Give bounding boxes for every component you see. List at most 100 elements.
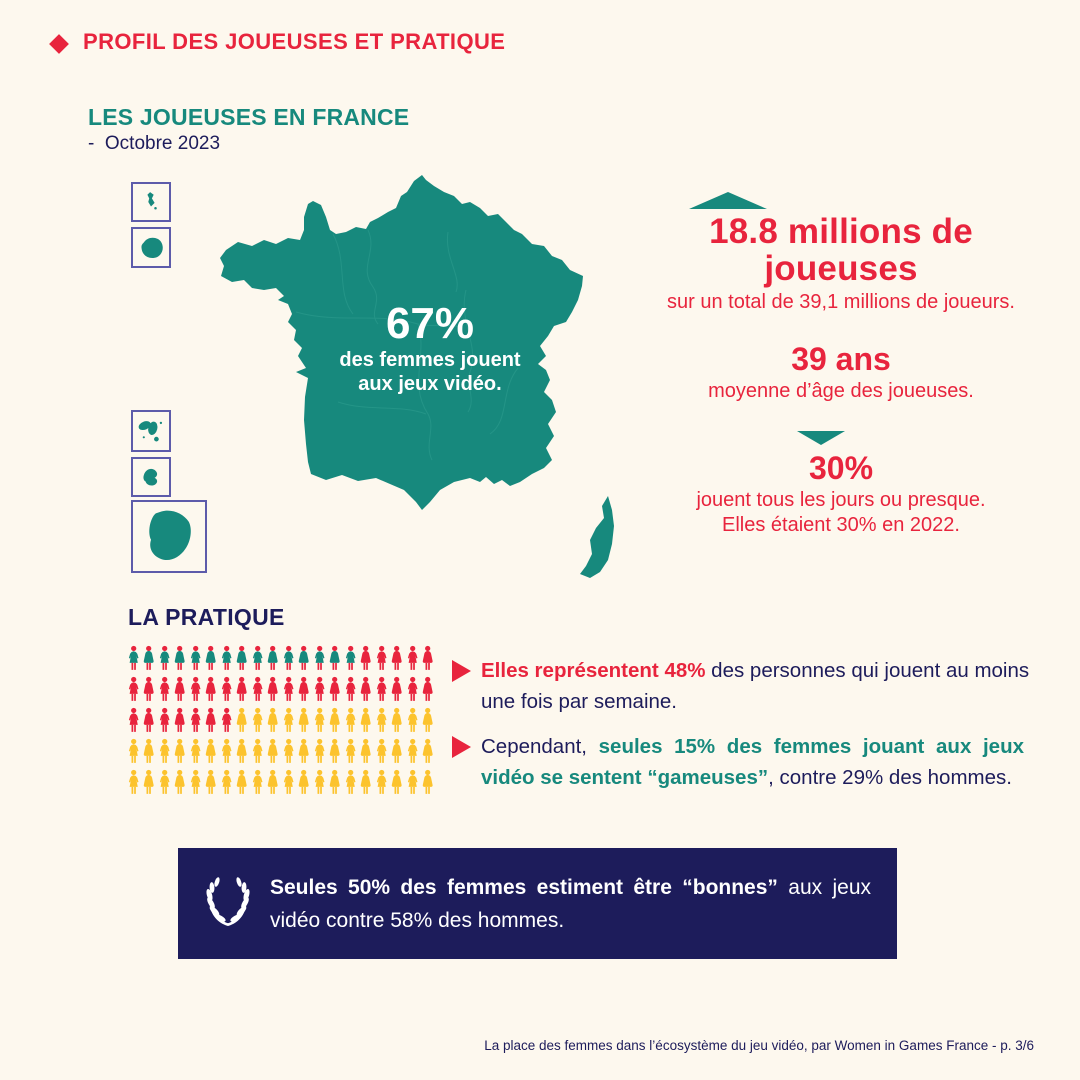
woman-pictogram-icon [127,738,140,766]
woman-pictogram-icon [375,769,388,797]
woman-pictogram-icon [158,707,171,735]
woman-pictogram-icon [297,707,310,735]
stat-age-sub: moyenne d’âge des joueuses. [708,380,974,402]
woman-pictogram-icon [158,645,171,673]
woman-pictogram-icon [189,769,202,797]
woman-pictogram-icon [297,645,310,673]
pictogram-row [127,707,435,738]
woman-pictogram-icon [173,707,186,735]
page-title: PROFIL DES JOUEUSES ET PRATIQUE [83,29,506,54]
woman-pictogram-icon [204,738,217,766]
stat-joueuses-line2: joueuses [764,249,918,288]
woman-pictogram-icon [282,645,295,673]
overseas-box-guadeloupe [131,410,171,452]
woman-pictogram-icon [313,645,326,673]
woman-pictogram-icon [297,769,310,797]
woman-pictogram-icon [297,738,310,766]
woman-pictogram-icon [375,738,388,766]
woman-pictogram-icon [251,707,264,735]
woman-pictogram-icon [173,738,186,766]
woman-pictogram-icon [127,769,140,797]
woman-pictogram-icon [359,645,372,673]
woman-pictogram-icon [390,769,403,797]
woman-pictogram-icon [406,738,419,766]
woman-pictogram-icon [142,769,155,797]
woman-pictogram-icon [344,707,357,735]
woman-pictogram-icon [359,769,372,797]
woman-pictogram-icon [297,676,310,704]
woman-pictogram-icon [220,676,233,704]
woman-pictogram-icon [189,645,202,673]
stat-daily-sub1: jouent tous les jours ou presque. [696,489,986,511]
woman-pictogram-icon [328,738,341,766]
martinique-map-icon [143,468,158,486]
woman-pictogram-icon [266,769,279,797]
woman-pictogram-icon [344,645,357,673]
text-segment: Cependant, [481,735,599,758]
woman-pictogram-icon [251,769,264,797]
woman-pictogram-icon [127,645,140,673]
woman-pictogram-icon [235,738,248,766]
text-segment: Elles représentent 48% [481,659,706,682]
woman-pictogram-icon [375,645,388,673]
woman-pictogram-icon [344,738,357,766]
overseas-box-la-reunion [131,227,171,268]
woman-pictogram-icon [251,645,264,673]
woman-pictogram-icon [220,738,233,766]
woman-pictogram-icon [359,738,372,766]
woman-pictogram-icon [204,645,217,673]
woman-pictogram-icon [421,769,434,797]
woman-pictogram-icon [328,769,341,797]
woman-pictogram-icon [328,707,341,735]
triangle-bullet-icon [452,660,471,682]
woman-pictogram-icon [251,738,264,766]
woman-pictogram-icon [142,738,155,766]
map-stat-label: 67% des femmes jouent aux jeux vidéo. [323,300,537,396]
triangle-bullet-icon [452,736,471,758]
woman-pictogram-icon [282,769,295,797]
section-title-pratique: LA PRATIQUE [128,604,285,630]
pictogram-row [127,645,435,676]
woman-pictogram-icon [142,645,155,673]
woman-pictogram-icon [189,676,202,704]
woman-pictogram-icon [421,738,434,766]
section-subtitle-date: - Octobre 2023 [88,133,221,154]
woman-pictogram-icon [406,707,419,735]
stat-age-value: 39 ans [791,341,891,377]
woman-pictogram-icon [173,645,186,673]
text-segment: seules 15% des femmes jouant aux jeux vi… [481,735,1025,789]
overseas-box-martinique [131,457,171,497]
woman-pictogram-icon [421,676,434,704]
woman-pictogram-icon [344,676,357,704]
pictogram-grid [127,645,435,800]
woman-pictogram-icon [220,707,233,735]
woman-pictogram-icon [390,645,403,673]
woman-pictogram-icon [235,645,248,673]
woman-pictogram-icon [173,769,186,797]
callout-text: Seules 50% des femmes estiment être “bon… [270,871,871,937]
bullet-weekly-players: Elles représentent 48% des personnes qui… [452,655,1047,717]
guyane-map-icon [149,510,191,561]
text-segment: aux jeux vidéo contre 58% des hommes. [270,875,871,932]
woman-pictogram-icon [421,707,434,735]
france-map-icon [220,175,614,578]
woman-pictogram-icon [220,769,233,797]
woman-pictogram-icon [142,676,155,704]
woman-pictogram-icon [406,645,419,673]
stat-daily-sub2: Elles étaient 30% en 2022. [722,514,960,536]
woman-pictogram-icon [127,707,140,735]
woman-pictogram-icon [344,769,357,797]
trend-up-icon [689,192,767,209]
woman-pictogram-icon [266,676,279,704]
woman-pictogram-icon [189,707,202,735]
diamond-bullet-icon [49,34,69,54]
woman-pictogram-icon [142,707,155,735]
woman-pictogram-icon [266,738,279,766]
woman-pictogram-icon [235,707,248,735]
text-segment: des personnes qui jouent au moins une fo… [481,659,1030,713]
laurel-wreath-icon [206,876,250,926]
woman-pictogram-icon [313,707,326,735]
guadeloupe-map-icon [138,421,163,442]
woman-pictogram-icon [359,676,372,704]
